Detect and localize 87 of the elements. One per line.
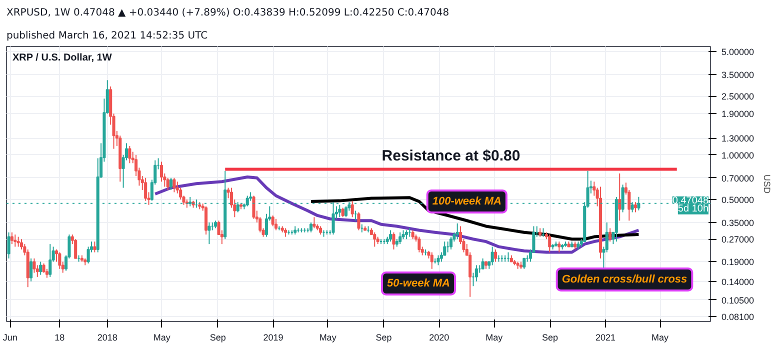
candlestick bbox=[474, 264, 478, 282]
candlestick bbox=[350, 200, 354, 218]
candlestick bbox=[481, 258, 484, 270]
candlestick bbox=[170, 177, 173, 190]
y-tick-label: 5.00000 bbox=[722, 46, 754, 57]
candlestick bbox=[58, 252, 62, 270]
candlestick bbox=[357, 212, 360, 231]
x-tick-label: 2020 bbox=[429, 332, 450, 342]
candlestick bbox=[449, 236, 453, 250]
candlestick bbox=[172, 177, 176, 193]
candlestick bbox=[392, 232, 396, 250]
x-tick-label: May bbox=[153, 332, 171, 342]
candlestick bbox=[166, 177, 170, 190]
annotation: 50-week MA bbox=[387, 278, 450, 290]
annotation: 5d 10h bbox=[678, 203, 709, 214]
y-tick-label: 2.50000 bbox=[722, 92, 754, 102]
candlestick bbox=[74, 238, 78, 259]
y-tick-label: 0.08100 bbox=[722, 312, 754, 322]
candlestick bbox=[344, 206, 348, 218]
y-axis-title: USD bbox=[762, 174, 772, 194]
y-tick-label: 1.90000 bbox=[722, 109, 754, 120]
candlestick bbox=[494, 248, 498, 262]
x-tick-label: 2021 bbox=[596, 332, 616, 342]
candlestick bbox=[522, 258, 526, 270]
candlestick bbox=[468, 252, 472, 298]
candlestick bbox=[456, 222, 459, 240]
y-tick-label: 3.50000 bbox=[722, 70, 754, 80]
candlestick bbox=[7, 232, 10, 259]
y-tick-label: 0.50000 bbox=[722, 195, 754, 206]
line-series bbox=[310, 196, 640, 241]
candlestick bbox=[418, 236, 421, 253]
candlestick bbox=[608, 228, 612, 242]
candlestick bbox=[341, 207, 344, 218]
candlestick bbox=[14, 234, 17, 248]
candlestick bbox=[398, 232, 402, 245]
y-tick-label: 1.30000 bbox=[722, 134, 754, 144]
y-tick-label: 0.70000 bbox=[722, 173, 754, 184]
candlestick bbox=[252, 195, 256, 220]
candlestick bbox=[10, 232, 14, 245]
annotation: 100-week MA bbox=[432, 195, 502, 208]
y-tick-label: 1.00000 bbox=[722, 150, 754, 160]
y-tick-label: 0.27000 bbox=[722, 234, 754, 245]
y-tick-label: 0.19000 bbox=[722, 257, 754, 268]
x-tick-label: 2018 bbox=[97, 332, 118, 342]
candlestick bbox=[618, 172, 622, 222]
candlestick bbox=[430, 252, 434, 270]
text: XRP / U.S. Dollar, 1W bbox=[12, 52, 112, 64]
x-tick-label: May bbox=[652, 332, 670, 342]
y-tick-label: 0.10500 bbox=[722, 295, 754, 306]
candlestick bbox=[160, 161, 164, 182]
candlestick bbox=[338, 204, 342, 218]
x-tick-label: 2019 bbox=[263, 332, 284, 342]
annotation: Golden cross/bull cross bbox=[562, 274, 688, 286]
candlestick bbox=[436, 254, 440, 266]
x-tick-label: Jun bbox=[2, 332, 18, 342]
chart-subtitle: XRPUSD, 1W 0.47048 ▲ +0.03440 (+7.89%) O:0.43839 H:0.52099 L:0.42250 C:0.47048 bbox=[6, 8, 450, 18]
candlestick bbox=[271, 214, 274, 227]
candlestick bbox=[208, 222, 211, 245]
x-tick-label: Sep bbox=[542, 332, 558, 342]
x-tick-label: May bbox=[319, 332, 337, 342]
line-series bbox=[154, 175, 640, 254]
candlestick bbox=[309, 222, 313, 233]
candlestick bbox=[558, 241, 561, 253]
candlestick bbox=[389, 230, 392, 242]
candlestick bbox=[204, 206, 208, 236]
x-tick-label: Sep bbox=[376, 332, 392, 342]
x-tick-label: 18 bbox=[54, 332, 65, 342]
x-tick-label: Sep bbox=[210, 332, 226, 342]
candlestick bbox=[548, 234, 552, 253]
y-tick-label: 0.14000 bbox=[722, 276, 754, 287]
candlestick bbox=[30, 258, 33, 282]
candlestick bbox=[312, 216, 316, 229]
y-tick-label: 0.35000 bbox=[722, 218, 754, 228]
candlestick bbox=[93, 241, 96, 253]
candlestick bbox=[373, 232, 376, 248]
candlestick bbox=[490, 246, 494, 266]
candlestick bbox=[128, 145, 132, 164]
candlestick bbox=[274, 218, 278, 231]
x-tick-label: May bbox=[486, 332, 504, 342]
series-label: Resistance at $0.80 bbox=[382, 147, 520, 164]
candlestick bbox=[32, 258, 36, 274]
candlestick bbox=[634, 202, 638, 213]
candlestick bbox=[39, 261, 42, 276]
text: published March 16, 2021 14:52:35 UTC bbox=[6, 30, 208, 42]
candlestick bbox=[48, 244, 52, 278]
candlestick bbox=[16, 236, 20, 248]
candlestick bbox=[144, 177, 148, 202]
